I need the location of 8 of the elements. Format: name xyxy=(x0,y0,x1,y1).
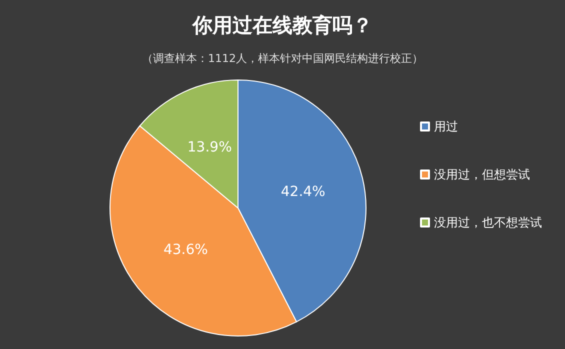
chart-subtitle: （调查样本：1112人，样本针对中国网民结构进行校正） xyxy=(142,52,423,65)
legend-label: 没用过，但想尝试 xyxy=(434,168,530,182)
chart-title: 你用过在线教育吗？ xyxy=(192,13,372,37)
data-label: 43.6% xyxy=(163,242,208,258)
data-label: 13.9% xyxy=(187,139,232,156)
data-label: 42.4% xyxy=(280,184,326,200)
legend-label: 没用过，也不想尝试 xyxy=(434,216,542,230)
legend-label: 用过 xyxy=(434,120,458,134)
